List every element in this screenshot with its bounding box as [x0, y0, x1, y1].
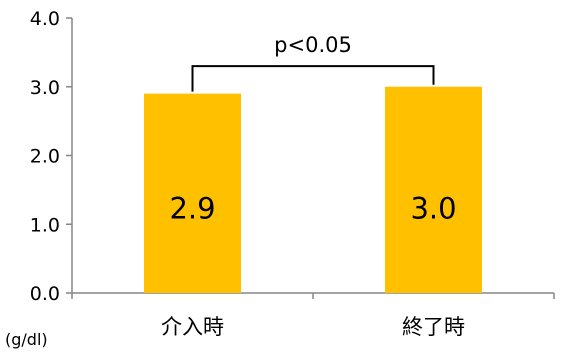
bar [385, 86, 482, 293]
y-tick-label: 3.0 [30, 77, 60, 99]
significance-bracket-line [191, 65, 435, 92]
y-tick-label: 4.0 [30, 8, 60, 30]
y-tick-label: 1.0 [30, 214, 60, 236]
bars [144, 86, 482, 293]
data-labels: 2.9 3.0 [169, 191, 456, 225]
bar-data-label: 2.9 [169, 191, 215, 225]
bar-data-label: 3.0 [410, 191, 456, 225]
y-tick-label: 2.0 [30, 146, 60, 168]
category-label: 介入時 [161, 315, 224, 339]
y-axis-unit-label: (g/dl) [5, 330, 48, 349]
y-tick-label: 0.0 [30, 283, 60, 305]
x-axis-category-labels: 介入時 終了時 [161, 315, 465, 339]
category-label: 終了時 [402, 315, 465, 339]
y-axis-ticks: 0.0 1.0 2.0 3.0 4.0 [30, 8, 555, 305]
bar [144, 93, 241, 293]
significance-label: p<0.05 [274, 33, 352, 57]
significance-bracket: p<0.05 [191, 33, 435, 92]
